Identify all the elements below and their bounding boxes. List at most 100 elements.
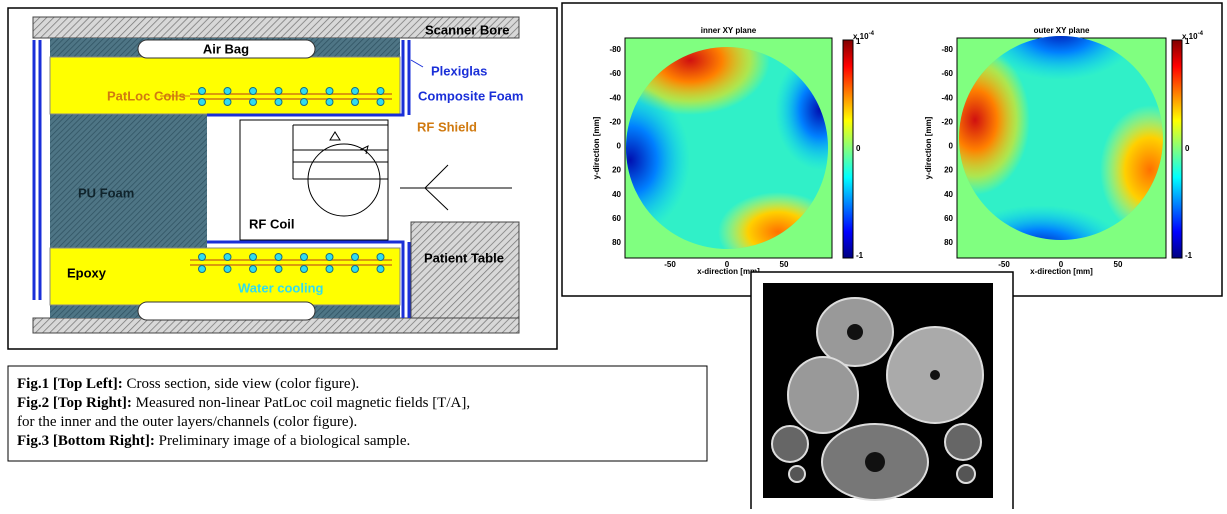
- y-tick-label: -80: [941, 45, 953, 54]
- colorbar-tick-label: 0: [856, 144, 861, 153]
- caption-text: Cross section, side view (color figure).: [123, 376, 360, 392]
- rf-coil-area: [207, 117, 400, 243]
- y-tick-label: 40: [612, 190, 621, 199]
- coil: [300, 87, 308, 95]
- caption-line: Fig.3 [Bottom Right]: Preliminary image …: [17, 433, 410, 449]
- coil: [223, 98, 232, 106]
- coil: [223, 253, 232, 261]
- label: Composite Foam: [418, 88, 523, 103]
- fig2: inner XY plane x-direction [mm] y-directio…: [561, 2, 1223, 297]
- y-tick-label: -20: [941, 117, 953, 126]
- coil: [325, 265, 334, 273]
- coil: [325, 253, 334, 261]
- pointer: [410, 59, 424, 68]
- caption-text: for the inner and the outer layers/chann…: [17, 414, 357, 430]
- y-tick-label: 60: [944, 214, 953, 223]
- label: PU Foam: [78, 185, 134, 200]
- colorbar-tick-label: 1: [856, 37, 861, 46]
- coil: [274, 253, 283, 261]
- y-tick-label: -60: [609, 69, 621, 78]
- coil: [376, 265, 385, 273]
- y-tick-label: -40: [609, 93, 621, 102]
- caption-line: Fig.1 [Top Left]: Cross section, side vi…: [17, 376, 359, 392]
- colorbar-tick-label: -1: [856, 251, 864, 260]
- coil: [198, 87, 206, 95]
- coil: [274, 87, 283, 95]
- y-tick-label: 80: [612, 238, 621, 247]
- colorbar: [1171, 39, 1183, 259]
- y-tick-label: 20: [944, 166, 953, 175]
- exponent-base: x 10: [1182, 32, 1198, 41]
- field-blob: [1100, 105, 1163, 235]
- y-axis-label: y-direction [mm]: [924, 116, 933, 179]
- air-bag: [137, 39, 316, 59]
- caption-frame: [7, 365, 708, 462]
- exponent: -4: [1198, 31, 1204, 37]
- label: Plexiglas: [431, 63, 487, 78]
- coil: [249, 265, 257, 273]
- coil: [376, 87, 385, 95]
- y-tick-label: 60: [612, 214, 621, 223]
- panel-title: inner XY plane: [701, 26, 757, 35]
- coil: [274, 98, 283, 106]
- coil: [351, 98, 359, 106]
- coil: [223, 87, 232, 95]
- field-blob: [626, 47, 770, 115]
- coil: [376, 98, 385, 106]
- pu-foam: [50, 114, 207, 248]
- colorbar-exponent: x 10-4: [1182, 31, 1204, 42]
- caption-label: Fig.2 [Top Right]:: [17, 395, 132, 411]
- x-axis-label: x-direction [mm]: [697, 267, 760, 276]
- colorbar-tick-label: 0: [1185, 144, 1190, 153]
- coil-circles: [198, 87, 385, 273]
- caption-line: Fig.2 [Top Right]: Measured non-linear P…: [17, 395, 470, 411]
- x-tick-label: 0: [1059, 260, 1064, 269]
- x-axis-label: x-direction [mm]: [1030, 267, 1093, 276]
- coil: [300, 253, 308, 261]
- coil: [300, 265, 308, 273]
- coil: [351, 253, 359, 261]
- coil: [223, 265, 232, 273]
- rf-coil-sketch: [292, 124, 512, 217]
- x-tick-label: 50: [780, 260, 789, 269]
- label: PatLoc Coils: [107, 88, 186, 103]
- x-tick-label: -50: [998, 260, 1010, 269]
- y-tick-label: 0: [617, 142, 622, 151]
- panel-title: outer XY plane: [1034, 26, 1090, 35]
- coil: [198, 265, 206, 273]
- field-blob: [626, 85, 690, 235]
- caption-label: Fig.3 [Bottom Right]:: [17, 433, 155, 449]
- coil: [198, 253, 206, 261]
- coil: [249, 87, 257, 95]
- fig1: Scanner Bore Air Bag Plexiglas PatLoc Co…: [7, 7, 558, 350]
- coil: [351, 87, 359, 95]
- coil: [249, 98, 257, 106]
- label: Water cooling: [238, 280, 324, 295]
- coil: [351, 265, 359, 273]
- label: Patient Table: [424, 250, 504, 265]
- field-blob: [980, 36, 1140, 80]
- y-tick-label: -80: [609, 45, 621, 54]
- coil: [325, 87, 334, 95]
- label: Scanner Bore: [425, 22, 510, 37]
- epoxy-top: [49, 56, 401, 115]
- label: RF Coil: [249, 216, 295, 231]
- colorbar-tick-label: -1: [1185, 251, 1193, 260]
- caption-text: Preliminary image of a biological sample…: [155, 433, 410, 449]
- y-tick-label: -40: [941, 93, 953, 102]
- coil: [325, 98, 334, 106]
- coil: [376, 253, 385, 261]
- caption-text: Measured non-linear PatLoc coil magnetic…: [132, 395, 470, 411]
- patient-table: [410, 221, 520, 319]
- colorbar-exponent: x 10-4: [853, 31, 875, 42]
- y-tick-label: 80: [944, 238, 953, 247]
- colorbar: [842, 39, 854, 259]
- colorbar-tick-label: 1: [1185, 37, 1190, 46]
- sample-centers: [847, 324, 940, 472]
- y-axis-label: y-direction [mm]: [592, 116, 601, 179]
- x-tick-label: -50: [664, 260, 676, 269]
- field-blob: [775, 50, 828, 170]
- plexiglas-walls: [32, 40, 411, 318]
